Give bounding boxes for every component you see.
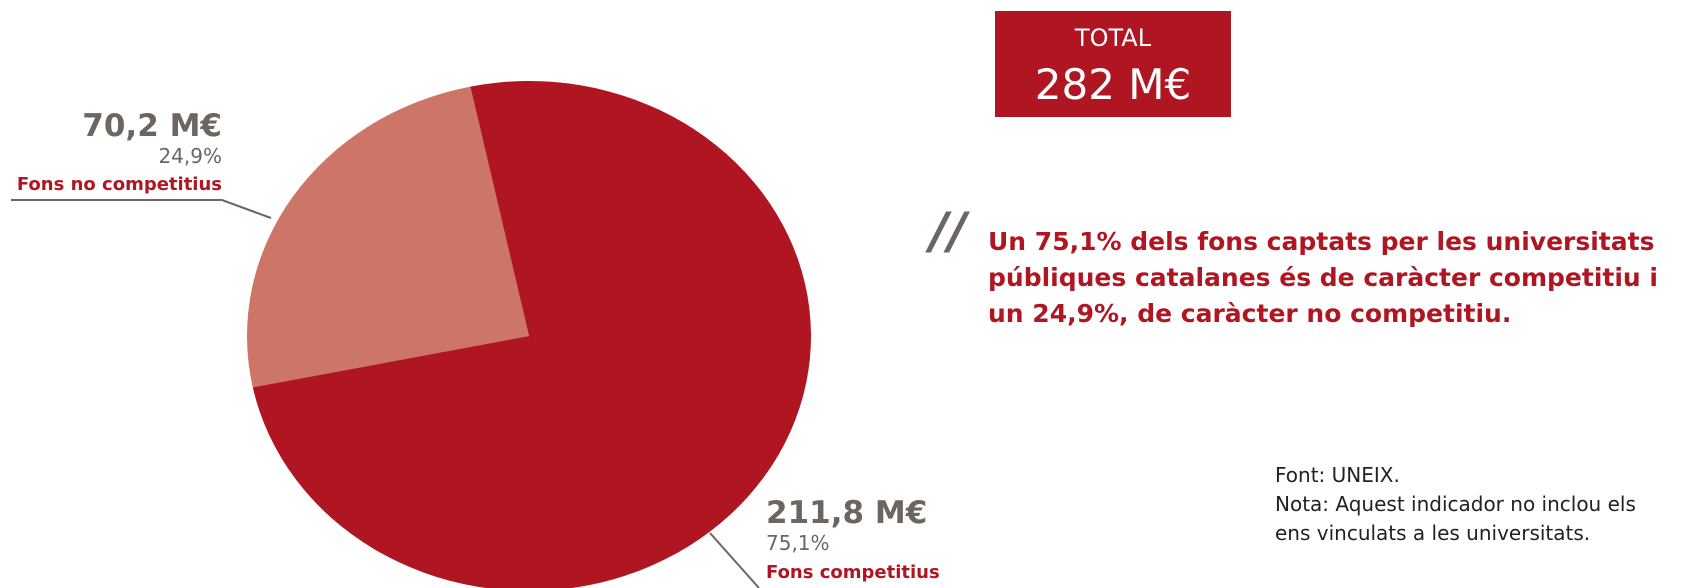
total-title: TOTAL [1074,24,1152,52]
quote-line: un 24,9%, de caràcter no competitiu. [988,299,1511,328]
leader-line [709,532,760,588]
category-label: Fons competitius [766,562,940,583]
note: Nota: Aquest indicador no inclou els [1275,492,1636,516]
note: Font: UNEIX. [1275,463,1400,487]
pie-slice [252,81,811,588]
quote-line: Un 75,1% dels fons captats per les unive… [988,227,1654,256]
pie-slice [247,86,530,388]
quote-line: públiques catalanes és de caràcter compe… [988,263,1658,292]
value-label: 70,2 M€ [82,108,222,144]
value-label: 211,8 M€ [766,495,927,531]
total-box [995,11,1231,117]
category-label: Fons no competitius [17,174,222,195]
percent-label: 75,1% [766,531,830,555]
note: ens vinculats a les universitats. [1275,521,1590,545]
quote-mark: // [925,202,970,260]
percent-label: 24,9% [158,144,222,168]
total-value: 282 M€ [1035,60,1191,109]
leader-line [11,199,272,219]
